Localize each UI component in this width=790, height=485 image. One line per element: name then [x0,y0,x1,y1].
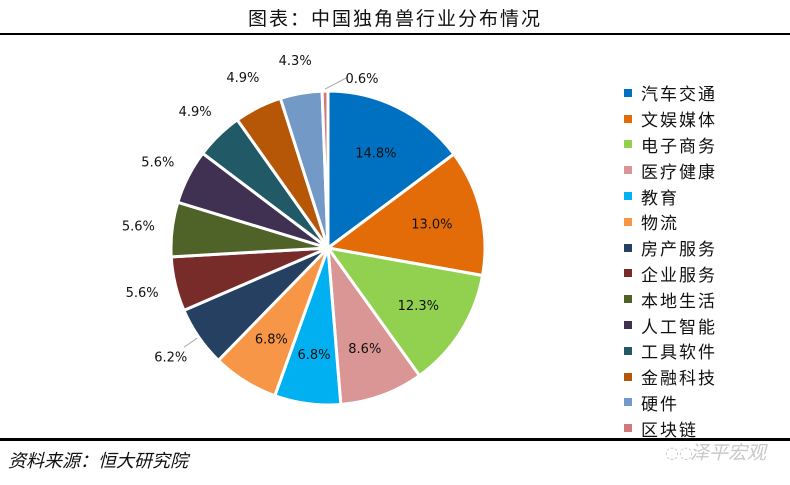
pie-slice-0 [326,89,456,251]
footer-divider [0,438,790,441]
leader-line-13 [324,76,349,90]
legend-label: 工具软件 [641,343,717,364]
pie-slice-3 [326,242,422,407]
legend-item: 教育 [624,183,717,209]
data-label-9: 5.6% [141,155,174,170]
legend-label: 物流 [641,214,679,235]
legend-item: 医疗健康 [624,157,717,183]
legend-swatch [624,372,632,381]
data-label-13: 0.6% [345,72,378,87]
legend-swatch [624,424,632,433]
legend: 汽车交通文娱媒体电子商务医疗健康教育物流房产服务企业服务本地生活人工智能工具软件… [624,80,717,441]
pie-slice-13 [320,89,330,249]
wechat-icon: ◌◌ [665,443,693,462]
legend-swatch [624,243,632,252]
pie-slice-2 [324,245,485,378]
legend-swatch [624,140,632,149]
legend-item: 房产服务 [624,235,717,261]
title-divider [0,33,790,35]
source-note: 资料来源：恒大研究院 [8,451,188,472]
legend-item: 金融科技 [624,364,717,390]
legend-label: 企业服务 [641,265,717,286]
legend-label: 金融科技 [641,369,717,390]
legend-label: 文娱媒体 [641,111,717,132]
legend-swatch [624,114,632,123]
legend-item: 本地生活 [624,286,717,312]
legend-item: 物流 [624,209,717,235]
data-label-6: 6.2% [154,350,187,365]
legend-item: 企业服务 [624,261,717,287]
legend-swatch [624,166,632,175]
legend-swatch [624,192,632,201]
legend-swatch [624,88,632,97]
data-label-0: 14.8% [355,147,396,162]
data-label-7: 5.6% [126,286,159,301]
legend-label: 本地生活 [641,291,717,312]
legend-swatch [624,398,632,407]
legend-swatch [624,346,632,355]
leader-line-6 [183,337,198,348]
legend-swatch [624,269,632,278]
legend-label: 人工智能 [641,317,717,338]
legend-label: 电子商务 [641,136,717,157]
legend-item: 文娱媒体 [624,106,717,132]
legend-item: 工具软件 [624,338,717,364]
legend-label: 汽车交通 [641,85,717,106]
legend-label: 医疗健康 [641,162,717,183]
legend-item: 电子商务 [624,132,717,158]
legend-label: 区块链 [641,420,698,441]
legend-label: 房产服务 [641,240,717,261]
chart-title: 图表：中国独角兽行业分布情况 [247,8,542,30]
data-label-8: 5.6% [122,219,155,234]
data-label-1: 13.0% [411,217,452,232]
data-label-2: 12.3% [398,299,439,314]
legend-item: 汽车交通 [624,80,717,106]
pie-slice-1 [324,152,487,278]
data-label-12: 4.3% [279,54,312,69]
legend-label: 教育 [641,188,679,209]
legend-item: 硬件 [624,390,717,416]
data-label-10: 4.9% [179,105,212,120]
legend-label: 硬件 [641,394,679,415]
legend-swatch [624,217,632,226]
data-label-4: 6.8% [297,348,330,363]
legend-swatch [624,295,632,304]
watermark: 泽平宏观 [690,442,767,464]
data-label-5: 6.8% [255,332,288,347]
legend-swatch [624,321,632,330]
data-label-3: 8.6% [348,342,381,357]
legend-item: 区块链 [624,415,717,441]
data-label-11: 4.9% [226,71,259,86]
legend-item: 人工智能 [624,312,717,338]
